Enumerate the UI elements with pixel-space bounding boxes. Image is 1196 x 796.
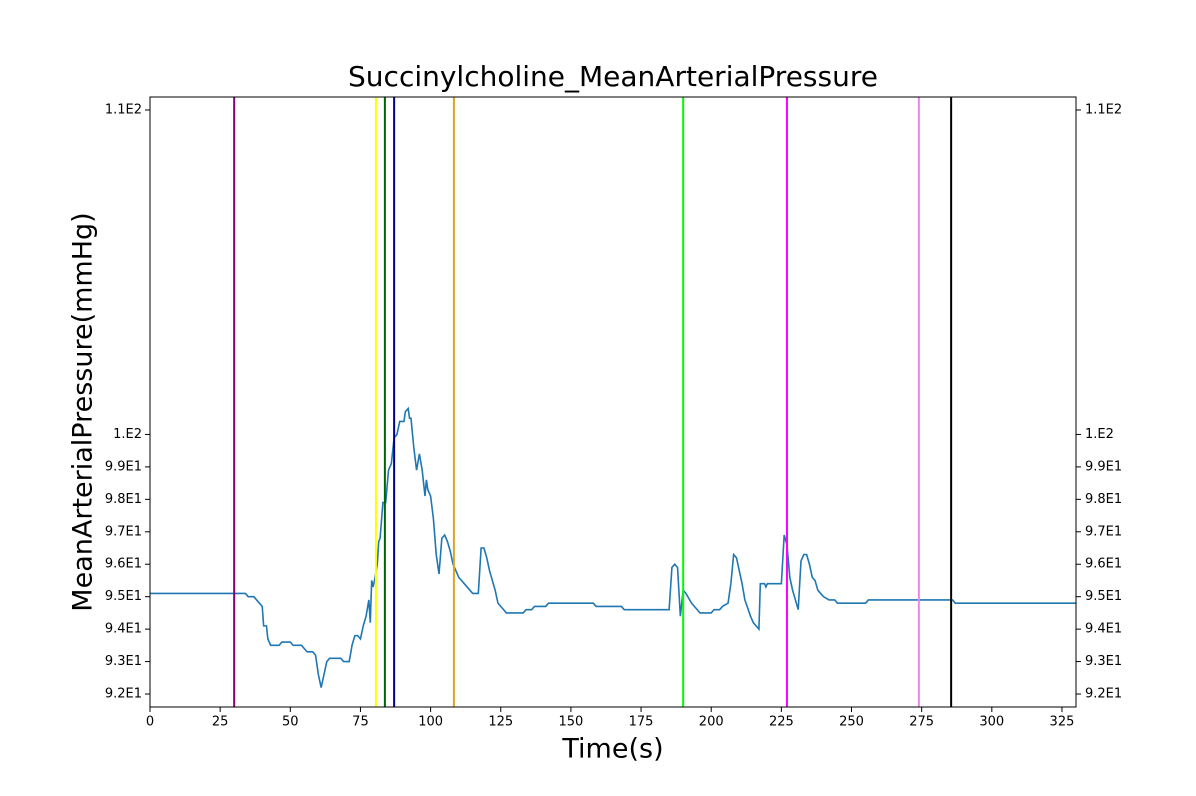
x-tick-label: 225 <box>769 715 794 730</box>
x-tick-label: 75 <box>352 715 369 730</box>
x-tick-label: 25 <box>212 715 229 730</box>
y-tick-label: 1.E2 <box>113 427 142 442</box>
plot-frame <box>149 96 1077 708</box>
x-tick-label: 325 <box>1050 715 1075 730</box>
y-axis-label: MeanArterialPressure(mmHg) <box>68 212 99 611</box>
data-line <box>150 406 1076 688</box>
x-tick-label: 150 <box>558 715 583 730</box>
y2-tick-label: 1.E2 <box>1085 427 1114 442</box>
y2-tick-label: 9.5E1 <box>1085 589 1122 604</box>
chart-title: Succinylcholine_MeanArterialPressure <box>348 60 878 93</box>
x-tick-label: 0 <box>146 715 154 730</box>
x-tick-label: 175 <box>629 715 654 730</box>
y2-tick-label: 9.6E1 <box>1085 557 1122 572</box>
y-tick-label: 9.3E1 <box>105 654 142 669</box>
y2-tick-label: 1.1E2 <box>1085 102 1122 117</box>
y2-tick-label: 9.2E1 <box>1085 687 1122 702</box>
y2-tick-label: 9.7E1 <box>1085 524 1122 539</box>
y-tick-label: 9.6E1 <box>105 557 142 572</box>
y-tick-label: 9.5E1 <box>105 589 142 604</box>
y-tick-label: 1.1E2 <box>105 102 142 117</box>
x-tick-label: 200 <box>699 715 724 730</box>
y2-tick-label: 9.3E1 <box>1085 654 1122 669</box>
y2-tick-label: 9.9E1 <box>1085 459 1122 474</box>
x-tick-label: 275 <box>909 715 934 730</box>
x-axis-label: Time(s) <box>561 734 663 765</box>
x-tick-label: 125 <box>488 715 513 730</box>
x-tick-label: 100 <box>418 715 443 730</box>
y-tick-label: 9.8E1 <box>105 492 142 507</box>
x-tick-label: 250 <box>839 715 864 730</box>
y2-tick-label: 9.8E1 <box>1085 492 1122 507</box>
y-tick-label: 9.2E1 <box>105 687 142 702</box>
y-tick-label: 9.7E1 <box>105 524 142 539</box>
x-tick-label: 50 <box>282 715 299 730</box>
y-tick-label: 9.4E1 <box>105 622 142 637</box>
y-tick-label: 9.9E1 <box>105 459 142 474</box>
x-tick-label: 300 <box>979 715 1004 730</box>
y2-tick-label: 9.4E1 <box>1085 622 1122 637</box>
